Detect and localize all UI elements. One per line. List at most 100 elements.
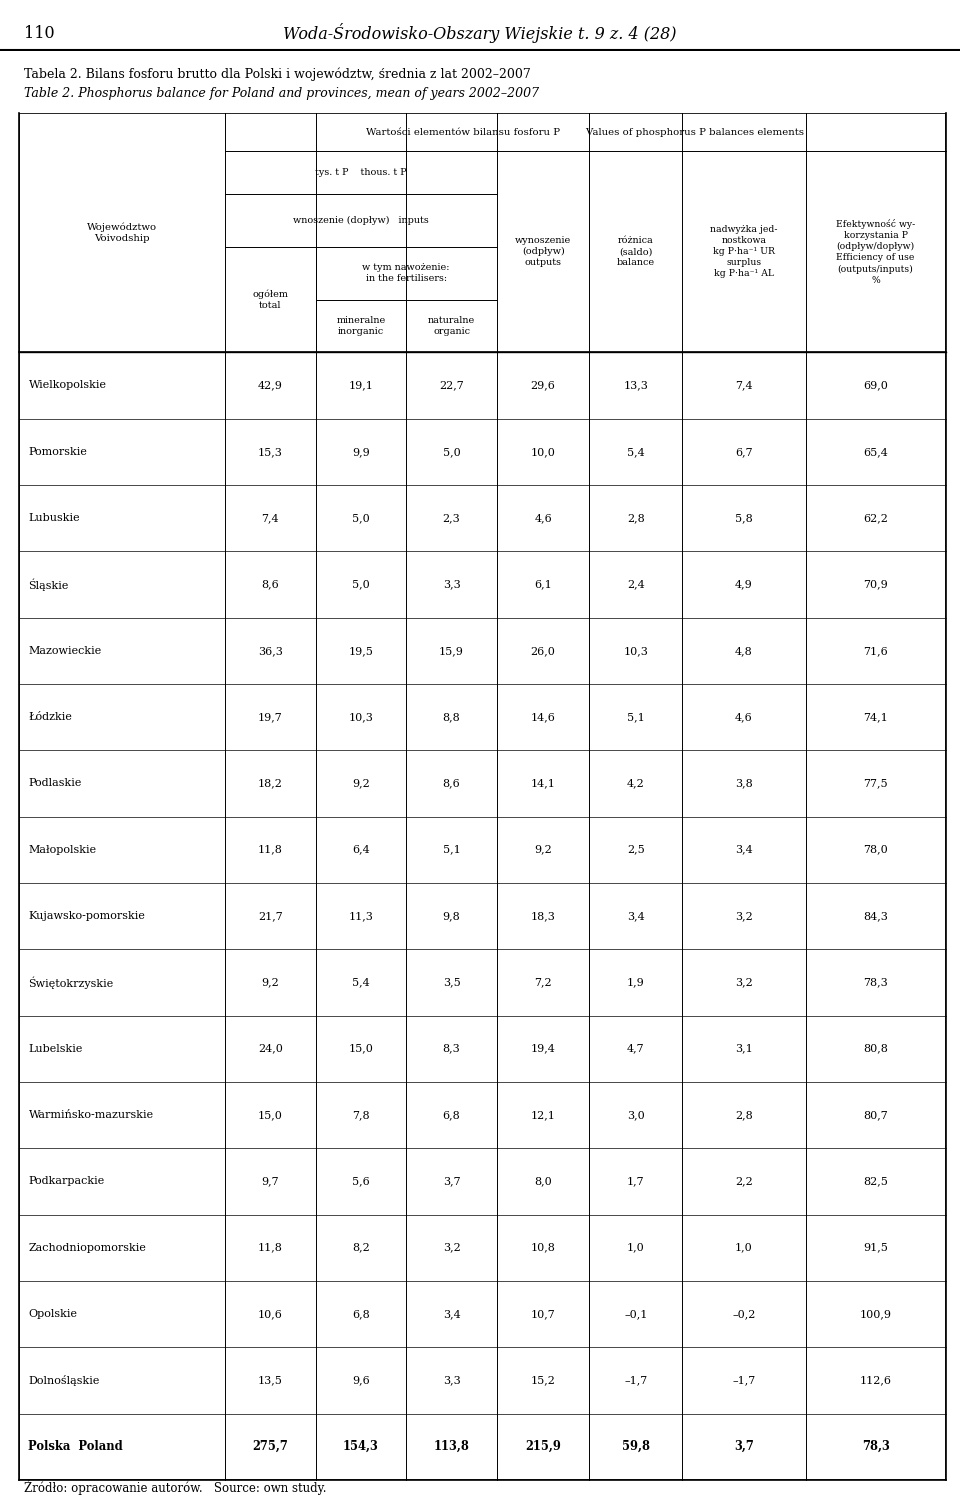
Text: 12,1: 12,1 (531, 1111, 556, 1120)
Text: naturalne
organic: naturalne organic (428, 316, 475, 336)
Text: 36,3: 36,3 (258, 645, 283, 656)
Text: 82,5: 82,5 (863, 1177, 888, 1186)
Text: 13,5: 13,5 (258, 1376, 283, 1385)
Text: 78,3: 78,3 (863, 978, 888, 987)
Text: 3,8: 3,8 (735, 779, 753, 788)
Text: 6,8: 6,8 (443, 1111, 461, 1120)
Text: 15,0: 15,0 (348, 1044, 373, 1053)
Text: 91,5: 91,5 (863, 1243, 888, 1252)
Text: w tym nawożenie:
in the fertilisers:: w tym nawożenie: in the fertilisers: (363, 264, 450, 283)
Text: 13,3: 13,3 (623, 380, 648, 390)
Text: Wielkopolskie: Wielkopolskie (29, 380, 107, 390)
Text: Świętokrzyskie: Świętokrzyskie (29, 977, 113, 989)
Text: 9,9: 9,9 (352, 446, 370, 457)
Text: 6,8: 6,8 (352, 1310, 370, 1319)
Text: 7,4: 7,4 (261, 512, 279, 523)
Text: 10,8: 10,8 (531, 1243, 556, 1252)
Text: 74,1: 74,1 (863, 711, 888, 722)
Text: 3,4: 3,4 (627, 912, 645, 921)
Text: 3,3: 3,3 (443, 579, 461, 589)
Text: różnica
(saldo)
balance: różnica (saldo) balance (616, 237, 655, 267)
Text: Polska  Poland: Polska Poland (29, 1441, 123, 1453)
Text: 6,4: 6,4 (352, 845, 370, 854)
Text: 10,0: 10,0 (531, 446, 556, 457)
Text: tys. t P    thous. t P: tys. t P thous. t P (315, 169, 407, 178)
Text: 2,3: 2,3 (443, 512, 461, 523)
Text: –0,1: –0,1 (624, 1310, 647, 1319)
Text: 10,3: 10,3 (348, 711, 373, 722)
Text: Table 2. Phosphorus balance for Poland and provinces, mean of years 2002–2007: Table 2. Phosphorus balance for Poland a… (24, 87, 540, 101)
Text: 3,2: 3,2 (735, 912, 753, 921)
Text: 21,7: 21,7 (258, 912, 283, 921)
Text: 4,2: 4,2 (627, 779, 645, 788)
Text: 10,7: 10,7 (531, 1310, 556, 1319)
Text: Tabela 2. Bilans fosforu brutto dla Polski i województw, średnia z lat 2002–2007: Tabela 2. Bilans fosforu brutto dla Pols… (24, 68, 531, 81)
Text: 22,7: 22,7 (439, 380, 464, 390)
Text: 11,8: 11,8 (258, 845, 283, 854)
Text: 14,6: 14,6 (531, 711, 556, 722)
Text: –0,2: –0,2 (732, 1310, 756, 1319)
Text: 4,8: 4,8 (735, 645, 753, 656)
Text: 42,9: 42,9 (258, 380, 283, 390)
Text: 3,7: 3,7 (733, 1441, 754, 1453)
Text: 70,9: 70,9 (863, 579, 888, 589)
Text: 65,4: 65,4 (863, 446, 888, 457)
Text: 154,3: 154,3 (343, 1441, 379, 1453)
Text: 110: 110 (24, 24, 55, 42)
Text: Lubuskie: Lubuskie (29, 512, 80, 523)
Text: 9,2: 9,2 (261, 978, 279, 987)
Text: Pomorskie: Pomorskie (29, 446, 87, 457)
Text: 59,8: 59,8 (622, 1441, 650, 1453)
Text: 4,6: 4,6 (735, 711, 753, 722)
Text: 24,0: 24,0 (258, 1044, 283, 1053)
Text: 3,4: 3,4 (443, 1310, 461, 1319)
Text: 78,3: 78,3 (862, 1441, 890, 1453)
Text: 71,6: 71,6 (863, 645, 888, 656)
Text: 80,8: 80,8 (863, 1044, 888, 1053)
Text: 3,7: 3,7 (443, 1177, 461, 1186)
Text: Podkarpackie: Podkarpackie (29, 1177, 105, 1186)
Text: 1,0: 1,0 (627, 1243, 645, 1252)
Text: Podlaskie: Podlaskie (29, 779, 82, 788)
Text: 6,7: 6,7 (735, 446, 753, 457)
Text: 80,7: 80,7 (863, 1111, 888, 1120)
Text: 8,3: 8,3 (443, 1044, 461, 1053)
Text: 2,4: 2,4 (627, 579, 645, 589)
Text: 112,6: 112,6 (859, 1376, 892, 1385)
Text: wynoszenie
(odpływ)
outputs: wynoszenie (odpływ) outputs (515, 237, 571, 267)
Text: 19,4: 19,4 (531, 1044, 556, 1053)
Text: –1,7: –1,7 (732, 1376, 756, 1385)
Text: 26,0: 26,0 (531, 645, 556, 656)
Text: Zachodniopomorskie: Zachodniopomorskie (29, 1243, 146, 1252)
Text: 5,6: 5,6 (352, 1177, 370, 1186)
Text: 8,6: 8,6 (261, 579, 279, 589)
Text: 1,9: 1,9 (627, 978, 645, 987)
Text: 5,4: 5,4 (627, 446, 645, 457)
Text: 9,7: 9,7 (261, 1177, 279, 1186)
Text: 3,1: 3,1 (735, 1044, 753, 1053)
Text: Lubelskie: Lubelskie (29, 1044, 83, 1053)
Text: 62,2: 62,2 (863, 512, 888, 523)
Text: Łódzkie: Łódzkie (29, 711, 72, 722)
Text: 3,5: 3,5 (443, 978, 461, 987)
Text: 5,1: 5,1 (627, 711, 645, 722)
Text: 9,6: 9,6 (352, 1376, 370, 1385)
Text: 19,1: 19,1 (348, 380, 373, 390)
Text: 14,1: 14,1 (531, 779, 556, 788)
Text: Woda-Środowisko-Obszary Wiejskie t. 9 z. 4 (28): Woda-Środowisko-Obszary Wiejskie t. 9 z.… (283, 23, 677, 44)
Text: 3,0: 3,0 (627, 1111, 645, 1120)
Text: 84,3: 84,3 (863, 912, 888, 921)
Text: Opolskie: Opolskie (29, 1310, 78, 1319)
Text: mineralne
inorganic: mineralne inorganic (336, 316, 386, 336)
Text: 215,9: 215,9 (525, 1441, 561, 1453)
Text: Śląskie: Śląskie (29, 579, 69, 591)
Text: 15,2: 15,2 (531, 1376, 556, 1385)
Text: 7,8: 7,8 (352, 1111, 370, 1120)
Text: 6,1: 6,1 (535, 579, 552, 589)
Text: 9,2: 9,2 (535, 845, 552, 854)
Text: 3,4: 3,4 (735, 845, 753, 854)
Text: 15,9: 15,9 (439, 645, 464, 656)
Text: nadwyżka jed-
nostkowa
kg P·ha⁻¹ UR
surplus
kg P·ha⁻¹ AL: nadwyżka jed- nostkowa kg P·ha⁻¹ UR surp… (710, 225, 778, 279)
Text: 7,2: 7,2 (535, 978, 552, 987)
Text: 15,3: 15,3 (258, 446, 283, 457)
